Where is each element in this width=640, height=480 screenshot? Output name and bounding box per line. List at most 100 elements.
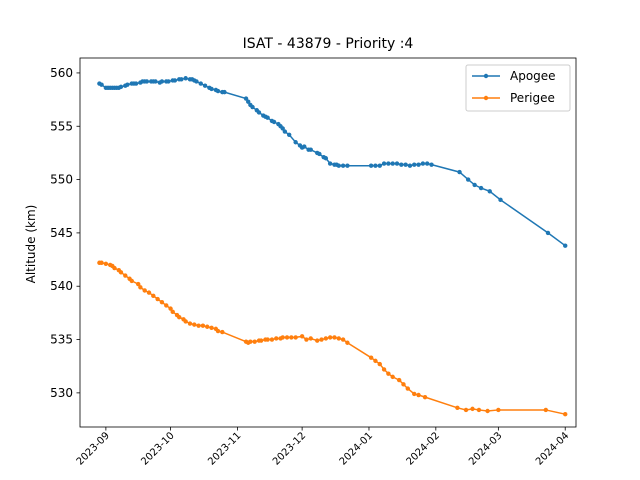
perigee-line <box>99 262 566 415</box>
y-tick-label: 560 <box>50 66 73 80</box>
perigee-point <box>170 309 175 315</box>
perigee-point <box>265 337 270 342</box>
apogee-point <box>209 86 214 92</box>
apogee-point <box>416 162 421 167</box>
perigee-point <box>159 300 165 305</box>
perigee-point <box>386 371 391 376</box>
perigee-point <box>248 339 253 344</box>
apogee-point <box>159 79 165 84</box>
perigee-point <box>146 290 152 295</box>
perigee-point <box>129 278 134 284</box>
apogee-point <box>265 115 270 120</box>
apogee-point <box>282 129 288 134</box>
perigee-point <box>205 324 210 329</box>
perigee-point <box>284 335 290 340</box>
legend: Apogee Perigee <box>465 64 571 112</box>
perigee-point <box>200 323 206 328</box>
perigee-point <box>319 337 324 342</box>
y-axis: 530 535 540 545 550 555 560 <box>50 66 80 400</box>
perigee-point <box>280 335 285 340</box>
apogee-point <box>386 161 391 166</box>
apogee-point <box>194 79 199 84</box>
perigee-point <box>308 336 313 341</box>
apogee-point <box>412 162 417 167</box>
apogee-point <box>377 163 382 168</box>
x-tick-label: 2023-09 <box>75 430 112 467</box>
apogee-point <box>125 82 130 87</box>
y-tick-label: 545 <box>50 226 73 240</box>
x-axis: 2023-09 2023-10 2023-11 2023-12 2024-01 2024-… <box>75 427 571 468</box>
apogee-point <box>271 119 277 125</box>
apogee-point <box>293 140 298 145</box>
perigee-point <box>215 328 221 334</box>
perigee-point <box>177 314 182 320</box>
plot-area <box>97 76 568 417</box>
apogee-point <box>465 177 471 182</box>
perigee-point <box>463 407 469 413</box>
x-tick-label: 2024-03 <box>467 430 504 467</box>
apogee-point <box>399 162 404 167</box>
apogee-point <box>317 151 322 157</box>
perigee-point <box>405 386 410 391</box>
apogee-point <box>429 162 434 167</box>
apogee-point <box>202 83 208 88</box>
apogee-point <box>336 163 341 168</box>
legend-perigee-marker <box>483 95 489 101</box>
chart-title: ISAT - 43879 - Priority :4 <box>243 36 414 52</box>
apogee-point <box>144 79 150 84</box>
legend-apogee-marker <box>483 73 489 79</box>
perigee-point <box>164 303 169 308</box>
y-tick-label: 530 <box>50 386 73 400</box>
perigee-point <box>168 306 173 311</box>
perigee-point <box>340 337 346 342</box>
apogee-point <box>179 77 184 82</box>
apogee-point <box>457 169 462 175</box>
perigee-point <box>220 329 225 335</box>
y-axis-label: Altitude (km) <box>24 205 38 284</box>
apogee-point <box>472 182 477 188</box>
perigee-point <box>142 288 147 293</box>
apogee-point <box>302 144 307 149</box>
perigee-point <box>315 338 320 343</box>
apogee-point <box>390 161 395 166</box>
perigee-point <box>401 382 406 387</box>
legend-perigee-label: Perigee <box>510 91 555 105</box>
apogee-point <box>373 163 378 168</box>
apogee-point <box>563 243 568 248</box>
y-tick-label: 540 <box>50 279 73 293</box>
apogee-point <box>340 163 346 168</box>
apogee-point <box>394 161 400 166</box>
perigee-point <box>138 285 143 290</box>
perigee-point <box>289 335 294 340</box>
perigee-point <box>269 337 275 342</box>
apogee-point <box>407 163 413 168</box>
perigee-point <box>187 321 193 326</box>
apogee-point <box>222 89 227 95</box>
x-tick-label: 2024-01 <box>338 430 375 467</box>
perigee-point <box>183 319 188 324</box>
perigee-point <box>299 334 305 339</box>
apogee-point <box>243 96 249 101</box>
apogee-point <box>308 147 313 152</box>
apogee-point <box>545 230 551 236</box>
perigee-point <box>476 407 482 413</box>
perigee-point <box>151 293 156 299</box>
perigee-point <box>373 358 378 364</box>
legend-apogee-label: Apogee <box>510 69 556 83</box>
perigee-point <box>345 340 350 345</box>
apogee-point <box>198 81 203 86</box>
y-tick-label: 555 <box>50 119 73 133</box>
perigee-point <box>470 406 475 412</box>
perigee-point <box>123 273 128 278</box>
x-tick-label: 2023-11 <box>206 430 243 467</box>
perigee-point <box>252 339 257 344</box>
perigee-point <box>416 392 421 398</box>
perigee-point <box>112 265 117 271</box>
perigee-point <box>99 260 104 265</box>
apogee-point <box>327 161 333 166</box>
apogee-point <box>153 79 158 84</box>
apogee-point <box>172 78 178 83</box>
perigee-point <box>155 296 160 302</box>
apogee-point <box>381 161 387 166</box>
